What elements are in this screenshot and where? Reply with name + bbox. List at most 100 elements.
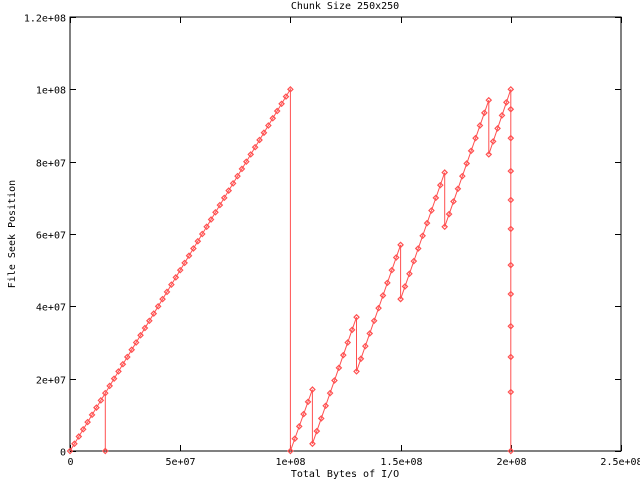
data-point bbox=[287, 447, 294, 455]
data-point bbox=[194, 237, 202, 245]
data-point bbox=[476, 122, 484, 129]
data-point bbox=[88, 411, 96, 419]
data-point bbox=[115, 368, 122, 375]
data-point bbox=[295, 423, 303, 430]
data-point bbox=[326, 389, 334, 397]
data-point bbox=[441, 223, 449, 231]
data-point bbox=[414, 245, 422, 252]
data-point bbox=[353, 368, 360, 375]
data-point bbox=[154, 302, 162, 310]
data-point bbox=[260, 129, 268, 137]
data-point bbox=[507, 322, 515, 330]
data-point bbox=[481, 109, 488, 117]
data-point bbox=[238, 165, 246, 173]
data-point bbox=[489, 138, 497, 145]
data-point bbox=[269, 114, 277, 122]
x-tick-label: 1e+08 bbox=[275, 457, 305, 468]
data-point bbox=[251, 143, 259, 151]
data-point bbox=[392, 254, 400, 261]
data-point bbox=[432, 194, 440, 202]
data-point bbox=[304, 398, 312, 406]
data-point bbox=[282, 93, 290, 100]
data-point bbox=[75, 433, 83, 440]
data-point bbox=[265, 122, 272, 129]
y-tick-label: 1.2e+08 bbox=[24, 14, 66, 25]
data-point bbox=[397, 295, 404, 303]
data-point bbox=[507, 134, 515, 142]
data-point bbox=[300, 410, 307, 418]
data-point bbox=[419, 232, 426, 240]
data-point bbox=[97, 397, 105, 404]
data-point bbox=[428, 207, 435, 214]
y-tick-label: 8e+07 bbox=[36, 159, 66, 170]
data-point bbox=[216, 201, 224, 209]
data-point bbox=[309, 386, 316, 393]
data-point bbox=[335, 364, 343, 372]
data-point bbox=[507, 105, 515, 113]
data-point bbox=[401, 283, 409, 290]
x-tick-label: 5e+07 bbox=[165, 457, 195, 468]
data-point bbox=[84, 418, 91, 426]
data-point bbox=[291, 435, 299, 443]
data-point bbox=[225, 187, 233, 194]
x-tick-label: 0 bbox=[67, 457, 73, 468]
data-point bbox=[110, 375, 118, 383]
data-point bbox=[366, 330, 374, 337]
y-tick-label: 6e+07 bbox=[36, 231, 66, 242]
data-point bbox=[159, 295, 166, 303]
data-point bbox=[507, 167, 515, 175]
data-point bbox=[71, 440, 78, 448]
data-point bbox=[79, 425, 87, 433]
data-point bbox=[181, 259, 188, 267]
data-point bbox=[344, 339, 352, 346]
data-point bbox=[454, 185, 462, 193]
data-point bbox=[379, 292, 387, 299]
data-point bbox=[273, 107, 281, 115]
data-point bbox=[423, 219, 431, 227]
data-point bbox=[247, 151, 255, 158]
data-point bbox=[172, 274, 180, 281]
data-point bbox=[322, 402, 330, 410]
data-point bbox=[507, 447, 515, 455]
data-point bbox=[507, 261, 515, 269]
data-point bbox=[503, 99, 510, 106]
data-point bbox=[212, 208, 219, 216]
data-point bbox=[485, 96, 493, 104]
data-point bbox=[317, 415, 325, 422]
data-point bbox=[507, 290, 515, 298]
data-point bbox=[361, 342, 369, 350]
data-point bbox=[163, 288, 171, 296]
data-point bbox=[348, 326, 356, 334]
y-tick-label: 0 bbox=[60, 448, 66, 459]
data-point bbox=[119, 360, 127, 368]
data-point bbox=[410, 257, 418, 265]
data-point bbox=[353, 313, 360, 321]
data-point bbox=[141, 324, 149, 332]
data-point bbox=[507, 388, 515, 396]
data-point bbox=[106, 382, 114, 390]
data-point bbox=[436, 181, 444, 189]
data-point bbox=[357, 355, 365, 363]
data-point bbox=[309, 440, 316, 448]
data-point bbox=[388, 266, 396, 274]
data-point bbox=[370, 317, 378, 325]
data-point bbox=[472, 134, 479, 142]
data-point bbox=[145, 317, 153, 325]
data-point bbox=[66, 447, 74, 455]
y-tick-label: 1e+08 bbox=[36, 86, 66, 97]
data-point bbox=[278, 100, 285, 108]
data-point bbox=[242, 158, 250, 166]
data-point bbox=[234, 172, 241, 180]
data-point bbox=[463, 160, 471, 167]
data-point bbox=[441, 169, 449, 176]
y-axis-label: File Seek Position bbox=[7, 180, 18, 288]
data-point bbox=[445, 210, 453, 218]
data-point bbox=[176, 266, 184, 274]
series bbox=[66, 85, 515, 455]
data-point bbox=[220, 194, 228, 202]
data-point bbox=[485, 151, 493, 158]
data-point bbox=[458, 172, 466, 180]
data-point bbox=[406, 270, 413, 278]
x-tick-label: 1.5e+08 bbox=[380, 457, 422, 468]
